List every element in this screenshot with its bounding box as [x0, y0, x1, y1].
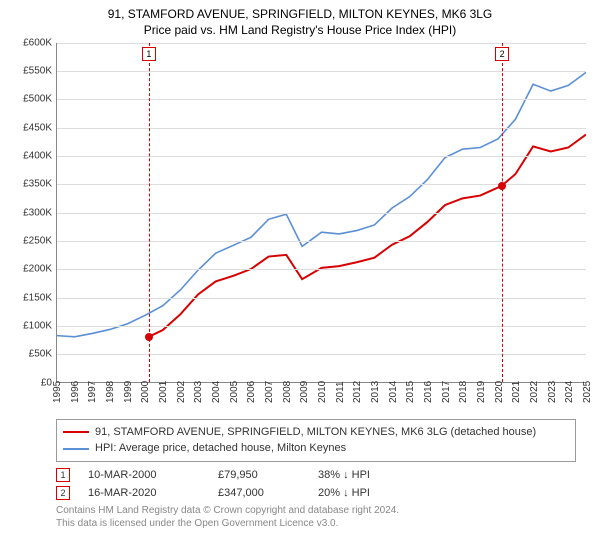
x-tick-label: 1996: [70, 381, 81, 403]
y-axis: £0£50K£100K£150K£200K£250K£300K£350K£400…: [8, 43, 56, 383]
x-tick-label: 2022: [529, 381, 540, 403]
sale-marker: 1: [56, 468, 70, 482]
gridline: [57, 184, 586, 185]
gridline: [57, 99, 586, 100]
sale-marker: 2: [56, 486, 70, 500]
x-tick-label: 2004: [211, 381, 222, 403]
x-tick-label: 2016: [423, 381, 434, 403]
y-tick-label: £450K: [23, 122, 52, 133]
gridline: [57, 71, 586, 72]
gridline: [57, 298, 586, 299]
series-property: [149, 134, 586, 336]
footer: Contains HM Land Registry data © Crown c…: [56, 504, 592, 531]
sale-marker-box: 1: [142, 47, 156, 61]
sale-marker-box: 2: [495, 47, 509, 61]
x-tick-label: 1998: [105, 381, 116, 403]
chart: £0 £50K £100K £150K £200K £250K £300K £350K £400…: [8, 43, 592, 413]
legend-item: HPI: Average price, detached house, Milt…: [63, 440, 569, 457]
chart-subtitle: Price paid vs. HM Land Registry's House …: [8, 23, 592, 37]
y-tick-label: £100K: [23, 321, 52, 332]
legend: 91, STAMFORD AVENUE, SPRINGFIELD, MILTON…: [56, 419, 576, 462]
legend-item: 91, STAMFORD AVENUE, SPRINGFIELD, MILTON…: [63, 424, 569, 441]
x-tick-label: 2000: [140, 381, 151, 403]
footer-line-1: Contains HM Land Registry data © Crown c…: [56, 504, 592, 518]
sale-dot: [145, 333, 153, 341]
x-tick-label: 2021: [511, 381, 522, 403]
sale-marker-line: [502, 43, 503, 382]
x-tick-label: 2007: [264, 381, 275, 403]
sale-price: £79,950: [218, 469, 318, 481]
gridline: [57, 128, 586, 129]
x-tick-label: 2006: [246, 381, 257, 403]
x-tick-label: 2014: [388, 381, 399, 403]
sale-marker-line: [149, 43, 150, 382]
x-tick-label: 2024: [564, 381, 575, 403]
x-tick-label: 2025: [582, 381, 593, 403]
sale-vs-hpi: 38% ↓ HPI: [318, 469, 370, 481]
y-tick-label: £550K: [23, 66, 52, 77]
x-tick-label: 1995: [52, 381, 63, 403]
legend-swatch: [63, 448, 89, 450]
y-tick-label: £50K: [29, 349, 52, 360]
sale-row: 1 10-MAR-2000£79,95038% ↓ HPI: [56, 468, 592, 482]
plot-area: 12: [56, 43, 586, 383]
x-tick-label: 2017: [441, 381, 452, 403]
y-tick-label: £400K: [23, 151, 52, 162]
sale-events: 1 10-MAR-2000£79,95038% ↓ HPI 2 16-MAR-2020…: [56, 468, 592, 500]
x-tick-label: 2023: [547, 381, 558, 403]
footer-line-2: This data is licensed under the Open Gov…: [56, 517, 592, 531]
x-tick-label: 2018: [458, 381, 469, 403]
gridline: [57, 269, 586, 270]
gridline: [57, 354, 586, 355]
sale-date: 16-MAR-2020: [88, 487, 218, 499]
y-tick-label: £300K: [23, 207, 52, 218]
x-tick-label: 2012: [352, 381, 363, 403]
x-tick-label: 1999: [123, 381, 134, 403]
gridline: [57, 241, 586, 242]
sale-dot: [498, 182, 506, 190]
y-tick-label: £500K: [23, 94, 52, 105]
sale-row: 2 16-MAR-2020£347,00020% ↓ HPI: [56, 486, 592, 500]
y-tick-label: £0: [41, 377, 52, 388]
x-tick-label: 2005: [229, 381, 240, 403]
x-tick-label: 2010: [317, 381, 328, 403]
x-tick-label: 2002: [176, 381, 187, 403]
legend-label: HPI: Average price, detached house, Milt…: [95, 440, 346, 457]
sale-vs-hpi: 20% ↓ HPI: [318, 487, 370, 499]
gridline: [57, 213, 586, 214]
chart-title: 91, STAMFORD AVENUE, SPRINGFIELD, MILTON…: [8, 6, 592, 23]
y-tick-label: £350K: [23, 179, 52, 190]
gridline: [57, 156, 586, 157]
gridline: [57, 43, 586, 44]
legend-swatch: [63, 431, 89, 433]
sale-price: £347,000: [218, 487, 318, 499]
x-tick-label: 2008: [282, 381, 293, 403]
x-tick-label: 2011: [335, 381, 346, 403]
gridline: [57, 326, 586, 327]
y-tick-label: £150K: [23, 292, 52, 303]
chart-container: 91, STAMFORD AVENUE, SPRINGFIELD, MILTON…: [0, 0, 600, 537]
y-tick-label: £600K: [23, 37, 52, 48]
y-tick-label: £250K: [23, 236, 52, 247]
y-tick-label: £200K: [23, 264, 52, 275]
sale-date: 10-MAR-2000: [88, 469, 218, 481]
x-tick-label: 2013: [370, 381, 381, 403]
x-tick-label: 2019: [476, 381, 487, 403]
x-tick-label: 1997: [87, 381, 98, 403]
legend-label: 91, STAMFORD AVENUE, SPRINGFIELD, MILTON…: [95, 424, 536, 441]
x-tick-label: 2020: [494, 381, 505, 403]
x-tick-label: 2003: [193, 381, 204, 403]
x-tick-label: 2009: [299, 381, 310, 403]
x-axis: 1995199619971998199920002001200220032004…: [56, 383, 586, 413]
x-tick-label: 2015: [405, 381, 416, 403]
x-tick-label: 2001: [158, 381, 169, 403]
